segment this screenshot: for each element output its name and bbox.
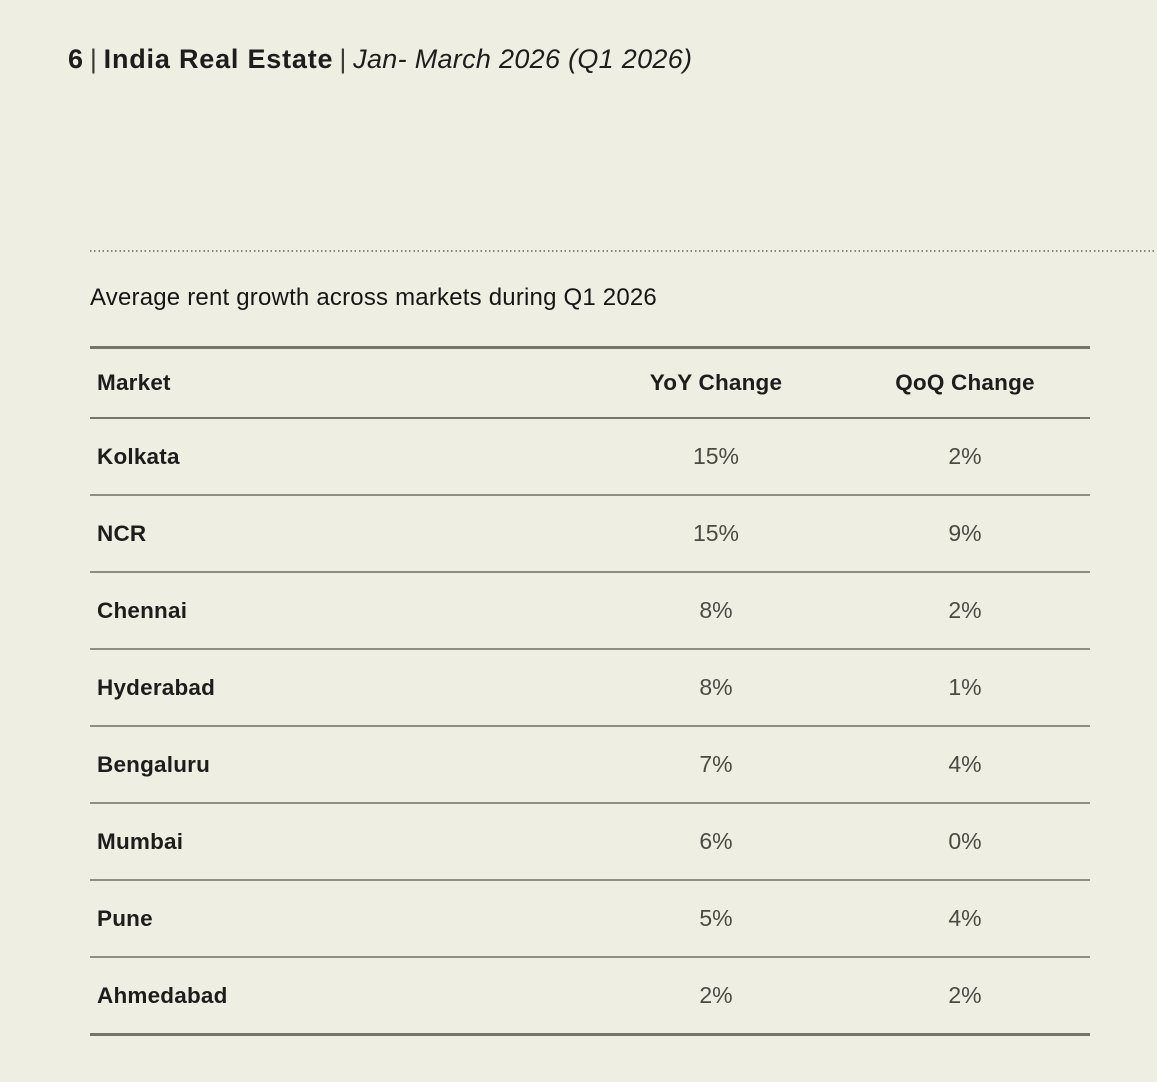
yoy-cell: 5% — [592, 880, 840, 958]
qoq-cell: 0% — [840, 803, 1090, 881]
qoq-cell: 4% — [840, 726, 1090, 804]
market-cell: Chennai — [90, 572, 592, 650]
market-cell: Ahmedabad — [90, 957, 592, 1036]
qoq-cell: 4% — [840, 880, 1090, 958]
dotted-divider — [90, 250, 1157, 252]
market-cell: NCR — [90, 495, 592, 573]
yoy-cell: 6% — [592, 803, 840, 881]
market-cell: Bengaluru — [90, 726, 592, 804]
yoy-cell: 8% — [592, 649, 840, 727]
column-header-yoy: YoY Change — [592, 346, 840, 419]
table-row: Kolkata 15% 2% — [90, 418, 1090, 496]
table-header-row: Market YoY Change QoQ Change — [90, 346, 1090, 419]
market-cell: Hyderabad — [90, 649, 592, 727]
yoy-cell: 15% — [592, 418, 840, 496]
table-row: Mumbai 6% 0% — [90, 803, 1090, 881]
column-header-qoq: QoQ Change — [840, 346, 1090, 419]
table-header: Market YoY Change QoQ Change — [90, 346, 1090, 419]
doc-header: 6 | India Real Estate | Jan- March 2026 (Q1 … — [68, 44, 692, 75]
header-divider: | — [89, 44, 98, 74]
yoy-cell: 15% — [592, 495, 840, 573]
market-cell: Mumbai — [90, 803, 592, 881]
table-body: Kolkata 15% 2% NCR 15% 9% Chennai 8% 2% … — [90, 418, 1090, 1036]
qoq-cell: 2% — [840, 957, 1090, 1036]
report-title: India Real Estate — [103, 44, 334, 74]
report-period: Jan- March 2026 (Q1 2026) — [353, 44, 693, 74]
yoy-cell: 8% — [592, 572, 840, 650]
qoq-cell: 2% — [840, 572, 1090, 650]
column-header-market: Market — [90, 346, 592, 419]
qoq-cell: 2% — [840, 418, 1090, 496]
table-row: Chennai 8% 2% — [90, 572, 1090, 650]
yoy-cell: 7% — [592, 726, 840, 804]
table-row: Pune 5% 4% — [90, 880, 1090, 958]
section-title: Average rent growth across markets durin… — [90, 284, 657, 311]
table-row: Bengaluru 7% 4% — [90, 726, 1090, 804]
market-cell: Pune — [90, 880, 592, 958]
qoq-cell: 9% — [840, 495, 1090, 573]
header-divider: | — [339, 44, 348, 74]
market-cell: Kolkata — [90, 418, 592, 496]
rent-growth-table: Market YoY Change QoQ Change Kolkata 15%… — [90, 346, 1090, 1036]
table-row: Ahmedabad 2% 2% — [90, 957, 1090, 1036]
qoq-cell: 1% — [840, 649, 1090, 727]
table-row: Hyderabad 8% 1% — [90, 649, 1090, 727]
table-row: NCR 15% 9% — [90, 495, 1090, 573]
yoy-cell: 2% — [592, 957, 840, 1036]
page-number: 6 — [68, 44, 84, 74]
